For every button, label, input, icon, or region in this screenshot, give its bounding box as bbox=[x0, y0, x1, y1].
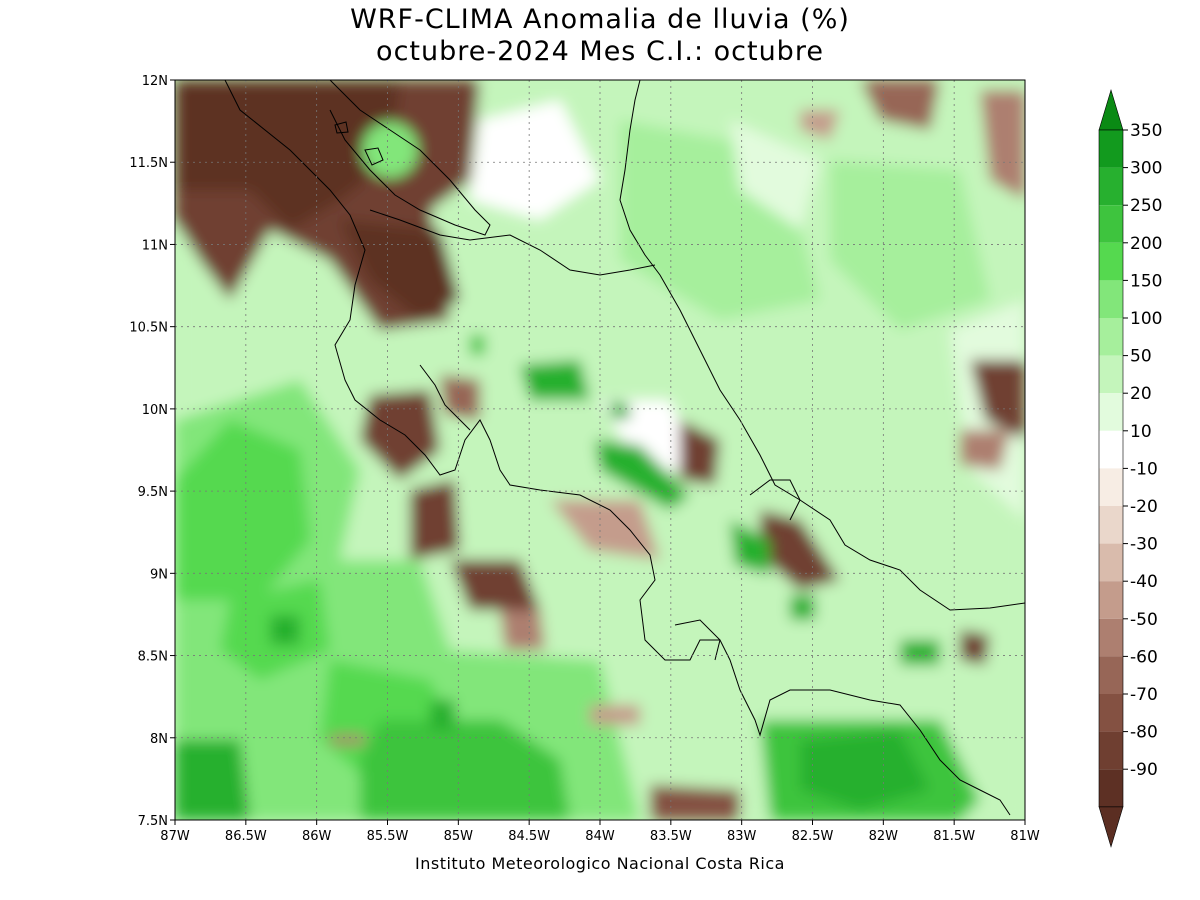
y-tick-label: 11.5N bbox=[129, 156, 168, 171]
colorbar-label: -20 bbox=[1130, 497, 1158, 517]
x-tick-label: 84W bbox=[585, 829, 615, 844]
plot-area bbox=[175, 80, 1025, 820]
colorbar-label: 300 bbox=[1130, 159, 1162, 179]
colorbar-swatch bbox=[1099, 769, 1123, 807]
colorbar-label: -40 bbox=[1130, 572, 1158, 592]
coastlines bbox=[224, 80, 1025, 816]
y-tick-label: 8.5N bbox=[138, 650, 168, 665]
y-tick-label: 12N bbox=[142, 74, 168, 89]
pacific-coast bbox=[224, 80, 1011, 816]
x-tick-label: 87W bbox=[160, 829, 190, 844]
colorbar-swatch bbox=[1099, 355, 1123, 394]
colorbar-label: 100 bbox=[1130, 309, 1162, 329]
x-tick-label: 83.5W bbox=[650, 829, 692, 844]
colorbar-label: 20 bbox=[1130, 384, 1152, 404]
colorbar-label: -10 bbox=[1130, 459, 1158, 479]
lake-nicaragua bbox=[329, 80, 491, 236]
colorbar-label: 250 bbox=[1130, 196, 1162, 216]
y-tick-label: 11N bbox=[142, 238, 168, 253]
colorbar-swatch bbox=[1099, 468, 1123, 506]
map-title: WRF-CLIMA Anomalia de lluvia (%) octubre… bbox=[175, 4, 1025, 68]
colorbar-swatch bbox=[1099, 318, 1123, 356]
y-tick-label: 9.5N bbox=[138, 485, 168, 500]
costa-rica-panama-border bbox=[749, 479, 801, 521]
colorbar-swatch bbox=[1099, 618, 1123, 657]
osa-peninsula bbox=[674, 619, 721, 661]
y-tick-label: 10N bbox=[142, 403, 168, 418]
y-tick-label: 10.5N bbox=[129, 321, 168, 336]
colorbar-swatch bbox=[1099, 656, 1123, 694]
colorbar-swatch bbox=[1099, 393, 1123, 431]
colorbar-swatch bbox=[1099, 543, 1123, 582]
x-tick-label: 83W bbox=[727, 829, 757, 844]
y-tick-label: 7.5N bbox=[138, 814, 168, 829]
colorbar-label: -30 bbox=[1130, 535, 1158, 555]
colorbar-swatch bbox=[1099, 506, 1123, 544]
colorbar-swatch bbox=[1099, 581, 1123, 619]
x-tick-label: 82W bbox=[869, 829, 899, 844]
colorbar-swatch bbox=[1099, 130, 1123, 168]
island-west bbox=[334, 121, 349, 134]
x-tick-label: 81.5W bbox=[933, 829, 975, 844]
colorbar-label: -60 bbox=[1130, 647, 1158, 667]
x-tick-label: 85W bbox=[444, 829, 474, 844]
colorbar-label: 350 bbox=[1130, 121, 1162, 141]
y-tick-label: 9N bbox=[150, 567, 168, 582]
colorbar-swatch bbox=[1099, 167, 1123, 206]
x-tick-label: 82.5W bbox=[792, 829, 834, 844]
colorbar-top-arrow bbox=[1098, 88, 1124, 131]
x-tick-label: 85.5W bbox=[367, 829, 409, 844]
x-tick-label: 86W bbox=[302, 829, 332, 844]
y-axis: 7.5N 8N 8.5N 9N 9.5N 10N 10.5N 11N 11.5N 12N bbox=[129, 74, 175, 829]
colorbar-swatch bbox=[1099, 430, 1123, 469]
x-tick-label: 84.5W bbox=[508, 829, 550, 844]
colorbar-label: 200 bbox=[1130, 234, 1162, 254]
x-tick-label: 81W bbox=[1010, 829, 1040, 844]
nicaragua-costa-rica-border bbox=[369, 209, 656, 276]
colorbar-label: 10 bbox=[1130, 422, 1152, 442]
x-tick-label: 86.5W bbox=[225, 829, 267, 844]
colorbar-label: -90 bbox=[1130, 760, 1158, 780]
y-tick-label: 8N bbox=[150, 732, 168, 747]
colorbar-label: 50 bbox=[1130, 347, 1152, 367]
title-line-2: octubre-2024 Mes C.I.: octubre bbox=[376, 36, 824, 67]
island-small bbox=[364, 147, 384, 166]
grid-lines bbox=[175, 80, 1025, 820]
anomaly-field bbox=[175, 80, 1025, 820]
colorbar-bottom-arrow bbox=[1098, 806, 1124, 848]
x-axis: 87W 86.5W 86W 85.5W 85W 84.5W 84W 83.5W 83W 82.5W… bbox=[160, 820, 1040, 844]
nicoya-peninsula bbox=[419, 364, 471, 431]
colorbar-legend: 350 300 250 200 150 100 50 20 10 -10 -20 -30 -40 -50 -… bbox=[1098, 88, 1162, 848]
colorbar-swatch bbox=[1099, 280, 1123, 318]
colorbar-label: -70 bbox=[1130, 685, 1158, 705]
caribbean-coast bbox=[619, 80, 1025, 611]
colorbar-swatch bbox=[1099, 694, 1123, 732]
footer-credit: Instituto Meteorologico Nacional Costa R… bbox=[415, 854, 785, 873]
colorbar-swatch bbox=[1099, 205, 1123, 243]
colorbar-label: -80 bbox=[1130, 723, 1158, 743]
title-line-1: WRF-CLIMA Anomalia de lluvia (%) bbox=[350, 4, 850, 35]
colorbar-swatch bbox=[1099, 242, 1123, 281]
colorbar-swatch bbox=[1099, 731, 1123, 770]
colorbar-label: -50 bbox=[1130, 610, 1158, 630]
colorbar-label: 150 bbox=[1130, 271, 1162, 291]
